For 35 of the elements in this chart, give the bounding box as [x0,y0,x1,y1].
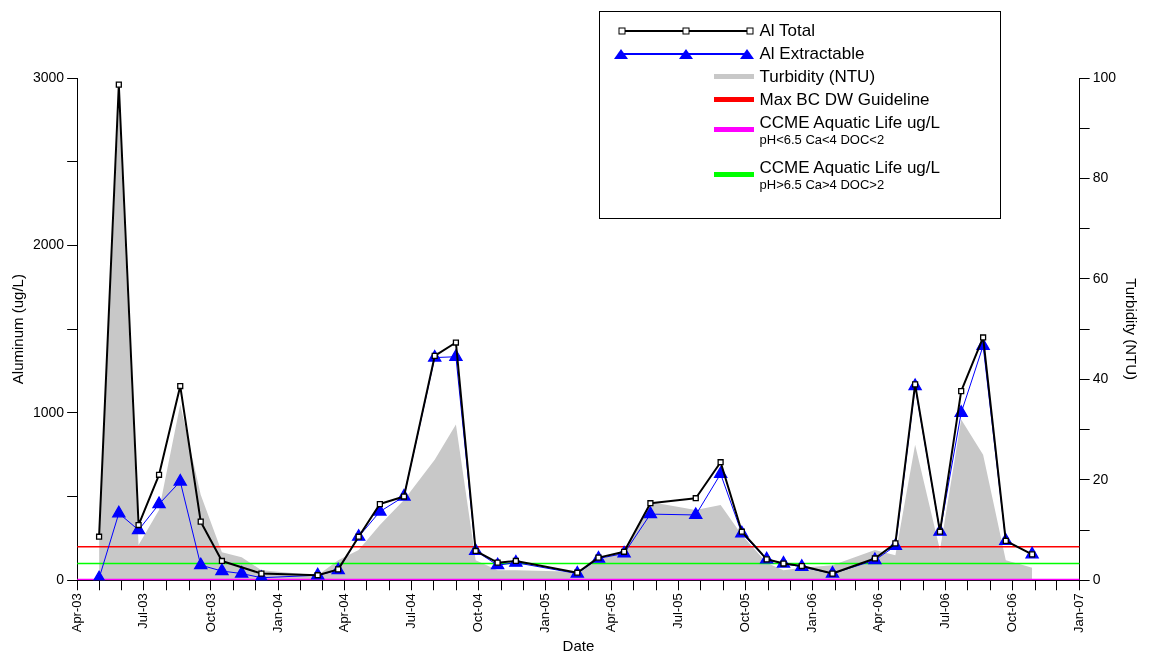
y2-tick-label: 60 [1092,269,1109,286]
y-tick-label: 2000 [32,236,65,253]
legend-label: Al Total [759,20,815,41]
y-tick-label: 3000 [32,68,65,85]
x-tick-label: Oct-06 [1003,593,1019,633]
y2-tick-label: 100 [1092,68,1117,85]
x-tick-label: Apr-05 [603,593,619,633]
y2-tick-label: 80 [1092,169,1109,186]
legend-label: Max BC DW Guideline [759,89,930,110]
x-axis-title: Date [562,637,595,655]
legend-label: CCME Aquatic Life ug/L pH>6.5 Ca>4 DOC>2 [759,157,940,192]
legend-label: CCME Aquatic Life ug/L pH<6.5 Ca<4 DOC<2 [759,112,940,147]
y2-tick-label: 0 [1092,571,1101,588]
x-tick-label: Apr-03 [68,593,84,633]
y-tick-label: 1000 [32,403,65,420]
x-tick-label: Jul-03 [135,593,151,629]
x-tick-label: Jan-06 [804,593,820,633]
x-tick-label: Oct-04 [470,593,486,633]
y2-tick-label: 40 [1092,370,1109,387]
y2-tick-label: 20 [1092,470,1109,487]
x-tick-label: Oct-05 [737,593,753,633]
x-tick-label: Jul-06 [936,593,952,629]
x-tick-label: Apr-04 [336,593,352,633]
x-tick-label: Oct-03 [202,593,218,633]
x-tick-label: Jan-07 [1071,593,1087,633]
x-tick-label: Jul-05 [669,593,685,629]
legend-label: Al Extractable [759,43,865,64]
x-tick-label: Apr-06 [870,593,886,633]
x-tick-label: Jul-04 [402,593,418,629]
legend-label: Turbidity (NTU) [759,66,876,87]
y-axis-title: Aluminum (ug/L) [9,274,27,385]
y-tick-label: 0 [56,571,65,588]
x-tick-label: Jan-05 [537,593,553,633]
y2-axis-title: Turbidity (NTU) [1122,278,1140,381]
x-tick-label: Jan-04 [269,593,285,633]
